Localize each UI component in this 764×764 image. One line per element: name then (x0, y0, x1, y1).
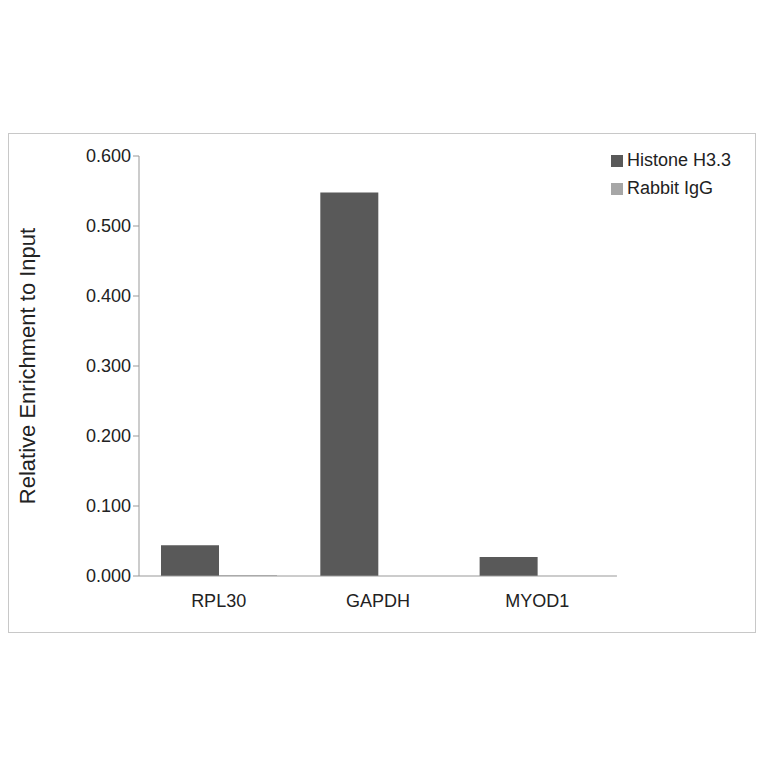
svg-text:Relative Enrichment to Input: Relative Enrichment to Input (15, 228, 40, 504)
svg-text:MYOD1: MYOD1 (505, 591, 569, 611)
svg-text:0.000: 0.000 (86, 566, 131, 586)
svg-text:0.200: 0.200 (86, 426, 131, 446)
svg-text:RPL30: RPL30 (191, 591, 246, 611)
html-text:Rabbit IgG: Rabbit IgG (626, 178, 713, 198)
svg-text:0.400: 0.400 (86, 286, 131, 306)
svg-text:0.300: 0.300 (86, 356, 131, 376)
svg-text:0.500: 0.500 (86, 216, 131, 236)
html-text:Histone H3.3: Histone H3.3 (626, 150, 731, 170)
svg-text:0.100: 0.100 (86, 496, 131, 516)
svg-text:0.600: 0.600 (86, 146, 131, 166)
svg-text:GAPDH: GAPDH (346, 591, 410, 611)
